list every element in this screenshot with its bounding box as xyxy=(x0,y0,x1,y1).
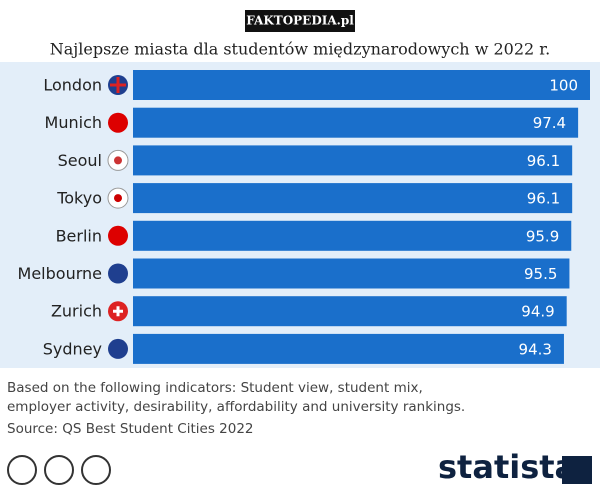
category-label: Seoul xyxy=(58,151,102,170)
note: employer activity, desirability, afforda… xyxy=(7,399,465,415)
flag-de xyxy=(108,225,128,246)
category-label: Munich xyxy=(45,113,102,132)
brand-logo xyxy=(562,456,592,484)
flags xyxy=(107,75,129,359)
value-label: 96.1 xyxy=(527,152,560,170)
category-label: Sydney xyxy=(43,339,102,358)
chart-title: Najlepsze miasta dla studentów międzynar… xyxy=(50,40,551,59)
bar xyxy=(133,220,572,251)
bar xyxy=(133,296,567,327)
bar xyxy=(133,258,570,289)
flag-jp-sun xyxy=(114,194,122,203)
value-label: 95.9 xyxy=(526,227,559,245)
value-label: 96.1 xyxy=(527,190,560,208)
flag-au xyxy=(108,263,128,284)
flag-ch-cross xyxy=(113,306,123,317)
category-label: Zurich xyxy=(51,302,102,321)
flag-kr-center xyxy=(114,156,122,165)
flag-de xyxy=(108,112,128,133)
category-label: Tokyo xyxy=(56,189,102,208)
watermark-box xyxy=(245,10,355,32)
license-icons xyxy=(7,455,111,485)
flag-uk-cross xyxy=(110,77,126,93)
value-label: 94.9 xyxy=(521,303,554,321)
watermark: FAKTOPEDIA.pl xyxy=(246,14,354,28)
category-label: Berlin xyxy=(56,226,102,245)
source: Source: QS Best Student Cities 2022 xyxy=(7,421,254,437)
brand: statista xyxy=(438,448,576,486)
category-label: Melbourne xyxy=(18,264,102,283)
bar xyxy=(133,70,590,100)
flag-au xyxy=(108,338,128,359)
value-label: 95.5 xyxy=(524,265,557,283)
value-label: 97.4 xyxy=(533,114,566,132)
bar xyxy=(133,145,573,176)
bar xyxy=(133,107,579,138)
bar xyxy=(133,333,564,364)
value-label: 94.3 xyxy=(519,340,552,358)
note: Based on the following indicators: Stude… xyxy=(7,380,423,396)
value-label: 100 xyxy=(549,77,578,95)
icon-by xyxy=(44,455,74,485)
category-label: London xyxy=(43,76,102,95)
bar xyxy=(133,183,573,214)
icon-cc xyxy=(7,455,37,485)
icon-nd xyxy=(81,455,111,485)
